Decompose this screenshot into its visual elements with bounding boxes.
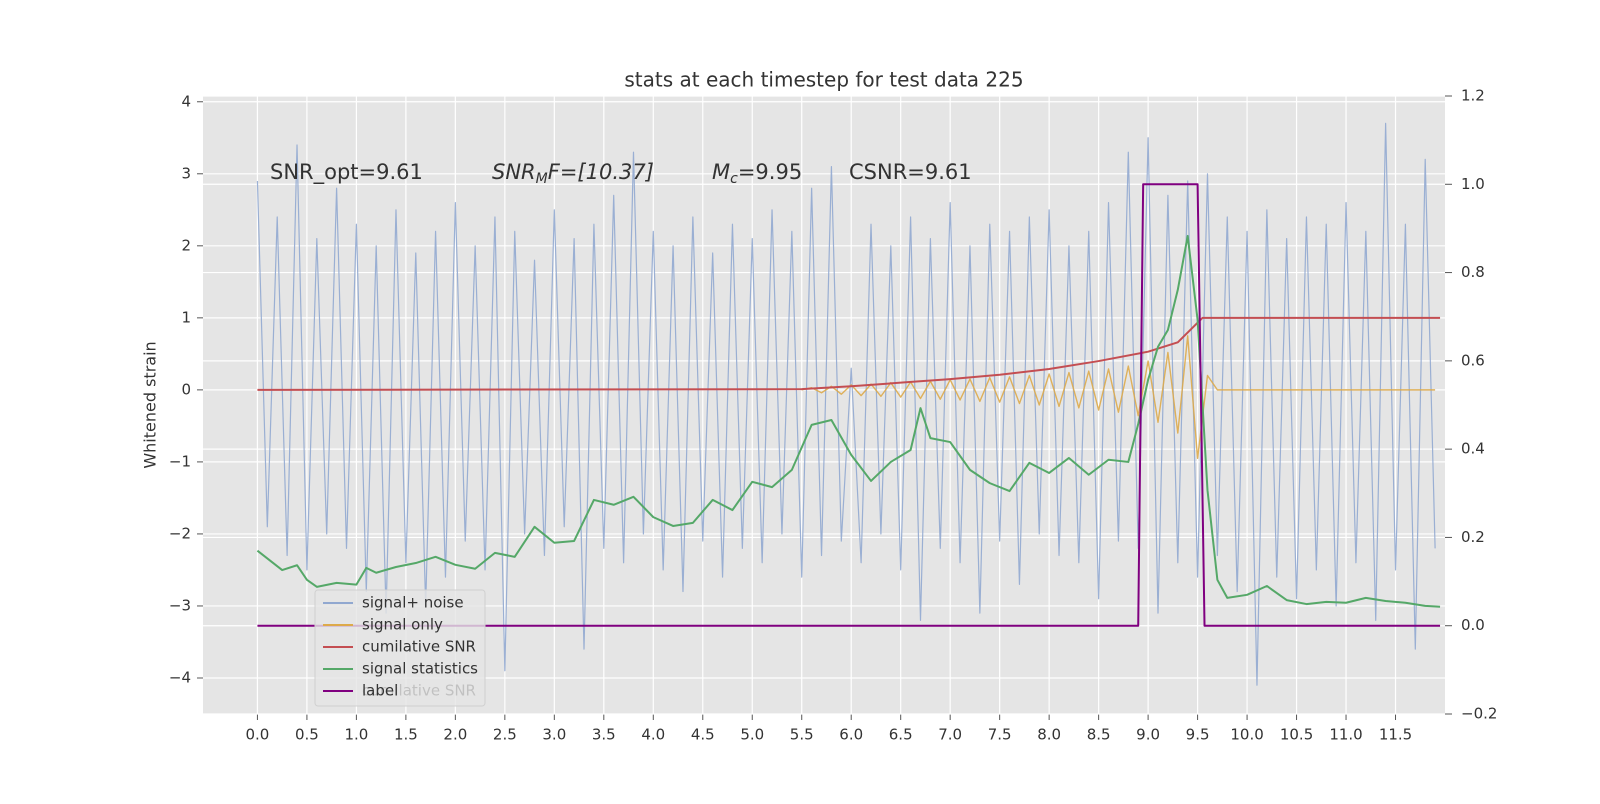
x-tick-label: 3.0: [542, 726, 566, 744]
y-axis-label: Whitened strain: [141, 341, 160, 468]
legend-label: signal only: [362, 616, 443, 634]
series-line: [256, 122, 1436, 686]
x-tick-label: 11.5: [1379, 726, 1412, 744]
x-tick-label: 1.5: [394, 726, 418, 744]
y2-tick-label: 0.2: [1461, 528, 1485, 546]
y2-tick-label: 0.4: [1461, 440, 1485, 458]
y-tick-label: 1: [181, 308, 191, 326]
legend-frame: [314, 589, 486, 707]
annotations: SNR_opt=9.61 SNRMF=[10.37] Mc=9.95 CSNR=9.6…: [270, 160, 972, 187]
x-tick-label: 8.0: [1037, 726, 1061, 744]
legend-label: cumilative SNR: [362, 638, 476, 656]
x-tick-label: 4.5: [691, 726, 715, 744]
y2-tick-label: 0.8: [1461, 263, 1485, 281]
y-tick-label: 3: [181, 164, 191, 182]
y-tick-label: 0: [181, 380, 191, 398]
annotation-main: M: [712, 160, 730, 184]
series-line: [257, 183, 1441, 627]
x-tick-label: 0.5: [295, 726, 319, 744]
y2-tick-label: 0.0: [1461, 616, 1485, 634]
x-tick-label: 8.5: [1087, 726, 1111, 744]
legend-label: signal+ noise: [362, 594, 464, 612]
x-tick-label: 3.5: [592, 726, 616, 744]
x-tick-label: 6.0: [839, 726, 863, 744]
legend-label: label: [362, 682, 398, 700]
x-tick-label: 10.5: [1280, 726, 1313, 744]
series-layer: [256, 122, 1441, 686]
x-tick-label: 5.0: [740, 726, 764, 744]
annotation-subscript: M: [536, 171, 548, 187]
series-line: [801, 335, 1436, 459]
x-tick-label: 6.5: [889, 726, 913, 744]
x-tick-label: 2.5: [493, 726, 517, 744]
x-tick-label: 1.0: [344, 726, 368, 744]
series-line: [256, 234, 1441, 608]
x-tick-label: 7.0: [938, 726, 962, 744]
chart-title: stats at each timestep for test data 225: [624, 68, 1023, 92]
x-tick-label: 4.0: [641, 726, 665, 744]
legend-label: signal statistics: [362, 660, 478, 678]
annotation-rest: F=[10.37]: [548, 160, 654, 184]
y-tick-label: −4: [169, 668, 191, 686]
y2-tick-label: 0.6: [1461, 351, 1485, 369]
y-tick-label: −1: [169, 452, 191, 470]
x-tick-label: 2.0: [443, 726, 467, 744]
annotation-main: SNR: [492, 160, 536, 184]
y2-tick-label: −0.2: [1461, 705, 1497, 723]
series-line: [257, 316, 1441, 391]
x-tick-label: 10.0: [1230, 726, 1263, 744]
annotation: Mc=9.95: [712, 160, 802, 187]
y-tick-label: 4: [181, 92, 191, 110]
y-tick-label: 2: [181, 236, 191, 254]
annotation: CSNR=9.61: [849, 160, 972, 184]
annotation: SNRMF=[10.37]: [492, 160, 654, 187]
y2-tick-label: 1.2: [1461, 87, 1485, 105]
x-tick-label: 11.0: [1329, 726, 1362, 744]
x-tick-label: 9.0: [1136, 726, 1160, 744]
y-tick-label: −2: [169, 524, 191, 542]
y2-tick-label: 1.0: [1461, 175, 1485, 193]
x-tick-label: 7.5: [988, 726, 1012, 744]
annotation-rest: =9.95: [738, 160, 802, 184]
annotation: SNR_opt=9.61: [270, 160, 423, 185]
y-tick-label: −3: [169, 596, 191, 614]
x-tick-label: 0.0: [246, 726, 270, 744]
annotation-subscript: c: [730, 171, 738, 187]
x-tick-label: 9.5: [1186, 726, 1210, 744]
x-tick-label: 5.5: [790, 726, 814, 744]
